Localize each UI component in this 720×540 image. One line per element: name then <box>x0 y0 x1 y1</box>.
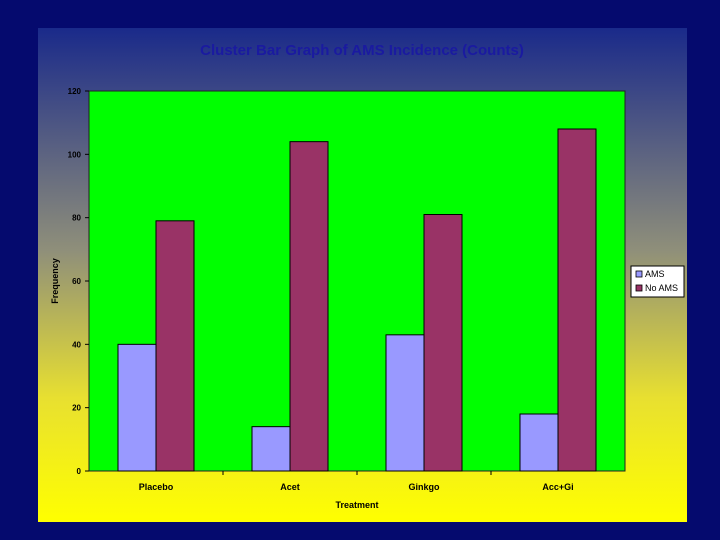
legend: AMS No AMS <box>630 265 685 298</box>
y-tick-label: 20 <box>72 404 81 413</box>
y-tick-label: 40 <box>72 340 81 349</box>
bar-no-ams <box>155 220 195 472</box>
x-tick-label: Acet <box>280 482 300 492</box>
legend-swatch <box>635 284 643 292</box>
y-tick-label: 100 <box>68 150 82 159</box>
x-tick-label: Ginkgo <box>409 482 441 492</box>
bar-ams <box>117 343 157 472</box>
bar-no-ams <box>557 128 597 472</box>
x-tick-label: Acc+Gi <box>542 482 573 492</box>
legend-label: AMS <box>645 269 665 279</box>
legend-label: No AMS <box>645 283 678 293</box>
x-axis: Placebo Acet Ginkgo Acc+Gi <box>139 471 574 492</box>
y-tick-label: 80 <box>72 214 81 223</box>
bars <box>117 128 597 472</box>
x-axis-title: Treatment <box>335 500 378 510</box>
x-tick-label: Placebo <box>139 482 174 492</box>
legend-swatch <box>635 270 643 278</box>
y-axis-title: Frequency <box>50 258 60 304</box>
bar-ams <box>385 334 425 472</box>
bar-no-ams <box>423 214 463 472</box>
y-tick-label: 60 <box>72 277 81 286</box>
y-axis: 0 20 40 60 80 100 120 <box>68 87 89 476</box>
chart-title: Cluster Bar Graph of AMS Incidence (Coun… <box>200 42 524 59</box>
y-tick-label: 120 <box>68 87 82 96</box>
bar-ams <box>519 413 559 472</box>
legend-box <box>630 265 685 298</box>
y-tick-label: 0 <box>77 467 82 476</box>
bar-ams <box>251 426 291 472</box>
bar-no-ams <box>289 141 329 472</box>
